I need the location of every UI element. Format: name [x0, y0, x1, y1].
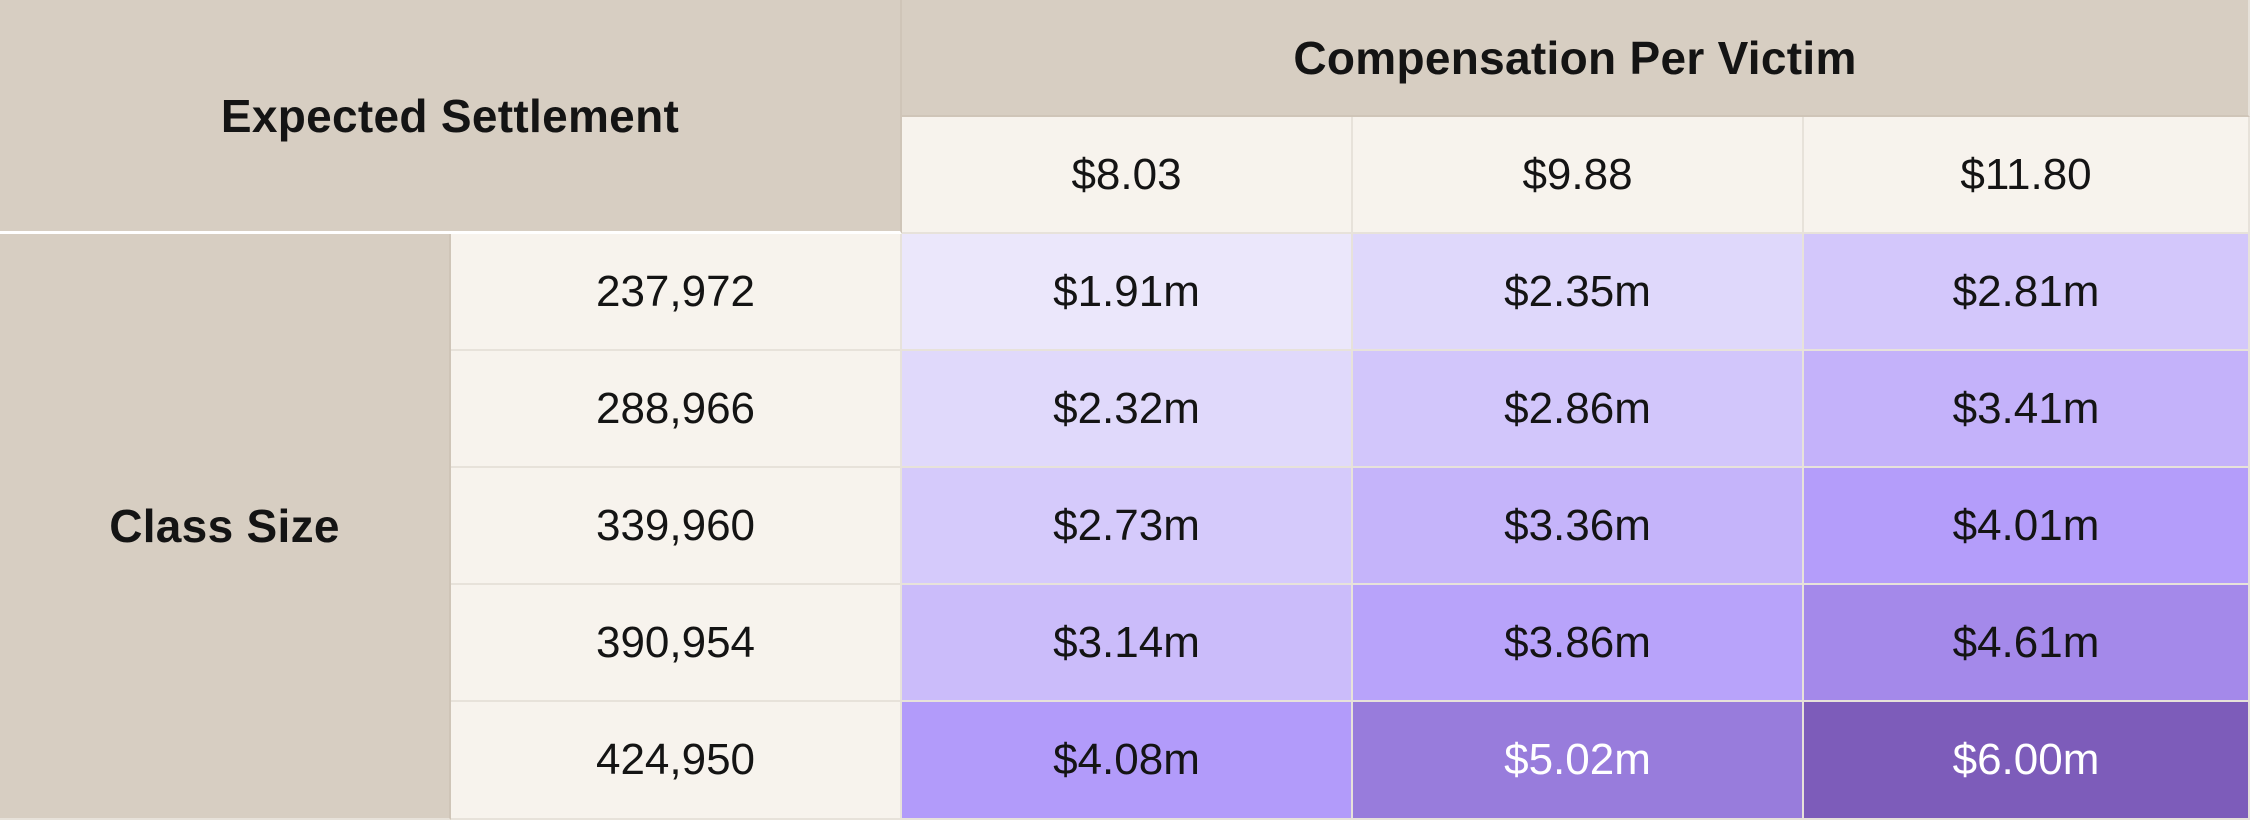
data-cell-value: $3.86m: [1504, 617, 1651, 667]
data-cell: $2.81m: [1804, 234, 2250, 351]
row-header-label: 390,954: [595, 617, 756, 667]
data-cell: $4.08m: [902, 702, 1353, 820]
row-header: 424,950: [451, 702, 902, 820]
row-header: 288,966: [451, 351, 902, 468]
data-cell: $3.36m: [1353, 468, 1804, 585]
data-cell: $2.35m: [1353, 234, 1804, 351]
data-cell: $5.02m: [1353, 702, 1804, 820]
data-cell: $3.41m: [1804, 351, 2250, 468]
data-cell-value: $4.08m: [1053, 735, 1200, 784]
data-cell-value: $5.02m: [1504, 735, 1651, 784]
column-header: $9.88: [1353, 117, 1804, 234]
data-cell-value: $3.41m: [1952, 383, 2100, 433]
class-size-label: Class Size: [109, 500, 340, 552]
row-header-label: 339,960: [595, 500, 756, 550]
data-cell: $1.91m: [902, 234, 1353, 351]
data-cell-value: $4.61m: [1952, 617, 2100, 667]
corner-header: Expected Settlement: [0, 0, 902, 234]
data-cell-value: $6.00m: [1952, 735, 2100, 784]
column-header-label: $11.80: [1960, 149, 2092, 199]
data-cell-value: $2.81m: [1952, 266, 2100, 316]
column-header-label: $8.03: [1071, 149, 1182, 199]
data-cell: $6.00m: [1804, 702, 2250, 820]
column-group-header: Compensation Per Victim: [902, 0, 2250, 117]
data-cell: $4.61m: [1804, 585, 2250, 702]
data-cell-value: $2.35m: [1504, 266, 1651, 316]
expected-settlement-label: Expected Settlement: [220, 89, 680, 142]
data-cell: $4.01m: [1804, 468, 2250, 585]
row-group-header: Class Size: [0, 234, 451, 820]
data-cell: $3.14m: [902, 585, 1353, 702]
column-header-label: $9.88: [1522, 149, 1633, 199]
data-cell: $3.86m: [1353, 585, 1804, 702]
data-cell-value: $2.73m: [1053, 500, 1200, 550]
data-cell: $2.32m: [902, 351, 1353, 468]
data-cell-value: $2.86m: [1504, 383, 1651, 433]
data-cell: $2.86m: [1353, 351, 1804, 468]
data-cell: $2.73m: [902, 468, 1353, 585]
data-cell-value: $4.01m: [1952, 500, 2100, 550]
data-cell-value: $3.36m: [1504, 500, 1651, 550]
row-header: 237,972: [451, 234, 902, 351]
row-header: 339,960: [451, 468, 902, 585]
row-header: 390,954: [451, 585, 902, 702]
row-header-label: 424,950: [595, 735, 756, 784]
row-header-label: 237,972: [595, 266, 756, 316]
row-header-label: 288,966: [595, 383, 756, 433]
data-cell-value: $1.91m: [1053, 266, 1200, 316]
column-header: $8.03: [902, 117, 1353, 234]
column-header: $11.80: [1804, 117, 2250, 234]
data-cell-value: $3.14m: [1053, 617, 1200, 667]
compensation-per-victim-label: Compensation Per Victim: [1293, 31, 1857, 84]
data-cell-value: $2.32m: [1053, 383, 1200, 433]
